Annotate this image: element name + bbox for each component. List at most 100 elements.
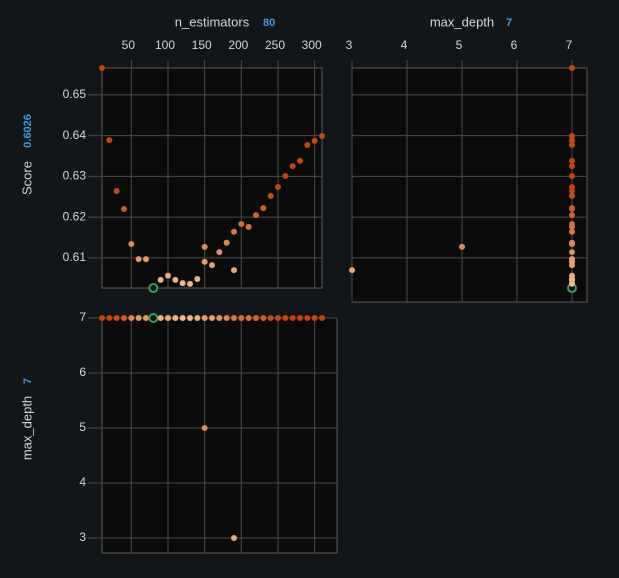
x-tick-label: 150 (192, 38, 212, 52)
point (187, 315, 193, 321)
point (569, 280, 575, 287)
point (569, 205, 575, 212)
point (311, 137, 318, 144)
y-tick-label: 0.62 (63, 209, 87, 223)
point (106, 137, 113, 144)
point (289, 163, 296, 170)
point (223, 239, 230, 246)
point (143, 256, 149, 263)
point (172, 315, 179, 321)
point (297, 157, 303, 164)
point (194, 315, 201, 321)
point (282, 315, 289, 321)
point (113, 188, 120, 195)
point (209, 315, 215, 321)
point (260, 205, 267, 212)
column-label: n_estimators (175, 14, 250, 29)
point (253, 315, 259, 321)
point (231, 267, 237, 274)
point (165, 315, 171, 321)
point (304, 142, 311, 148)
point (569, 137, 575, 144)
point (179, 280, 186, 287)
point (216, 315, 223, 321)
point (297, 315, 303, 321)
row-selected: 7 (22, 378, 34, 384)
point (135, 315, 142, 321)
point (569, 249, 575, 256)
x-tick-label: 7 (566, 38, 573, 52)
point (99, 65, 105, 71)
point (201, 425, 208, 431)
point (275, 183, 281, 190)
point (99, 315, 105, 321)
y-tick-label: 4 (79, 475, 86, 489)
x-tick-label: 4 (401, 38, 408, 52)
point (128, 315, 135, 321)
point (143, 315, 149, 321)
point (179, 315, 186, 321)
selected-point (148, 283, 159, 293)
point (121, 315, 127, 321)
point (569, 239, 575, 246)
y-tick-label: 5 (79, 420, 86, 434)
point (238, 315, 245, 321)
point (231, 228, 237, 235)
point (253, 212, 259, 219)
column-selected: 7 (506, 17, 512, 29)
point (231, 535, 237, 541)
point (157, 315, 164, 321)
point (223, 315, 230, 321)
column-label: max_depth (430, 14, 494, 29)
panel-frame (351, 67, 588, 303)
point (569, 172, 575, 179)
point (201, 315, 208, 321)
x-tick-label: 100 (155, 38, 175, 52)
x-tick-label: 200 (228, 38, 248, 52)
x-tick-label: 250 (265, 38, 285, 52)
point (245, 223, 252, 230)
point (194, 276, 201, 283)
point (319, 133, 325, 140)
x-tick-label: 300 (302, 38, 322, 52)
y-tick-label: 0.63 (63, 169, 87, 183)
point (113, 315, 120, 321)
point (569, 276, 575, 283)
point (267, 192, 274, 199)
point (569, 262, 575, 269)
x-tick-label: 5 (456, 38, 463, 52)
point (245, 315, 252, 321)
x-tick-label: 3 (346, 38, 353, 52)
point (569, 65, 575, 71)
y-tick-label: 0.61 (63, 250, 87, 264)
point (201, 258, 208, 265)
point (569, 212, 575, 219)
point (267, 315, 274, 321)
point (569, 133, 575, 140)
point (135, 256, 142, 263)
row-label: Score (19, 161, 34, 195)
panel-frame (101, 67, 323, 289)
point (157, 276, 164, 283)
point (201, 243, 208, 250)
point (275, 315, 281, 321)
point (569, 163, 575, 170)
point (289, 315, 296, 321)
panel-frame (101, 317, 338, 554)
point (311, 315, 318, 321)
point (569, 228, 575, 235)
row-label: max_depth (19, 396, 34, 460)
point (209, 262, 215, 269)
point (172, 276, 179, 283)
point (121, 205, 127, 212)
row-selected: 0.6026 (22, 114, 34, 148)
point (569, 223, 575, 230)
selected-point (148, 313, 159, 323)
point (216, 249, 223, 256)
x-tick-label: 50 (122, 38, 136, 52)
y-tick-label: 0.64 (63, 128, 87, 142)
y-tick-label: 3 (79, 530, 86, 544)
point (569, 183, 575, 190)
